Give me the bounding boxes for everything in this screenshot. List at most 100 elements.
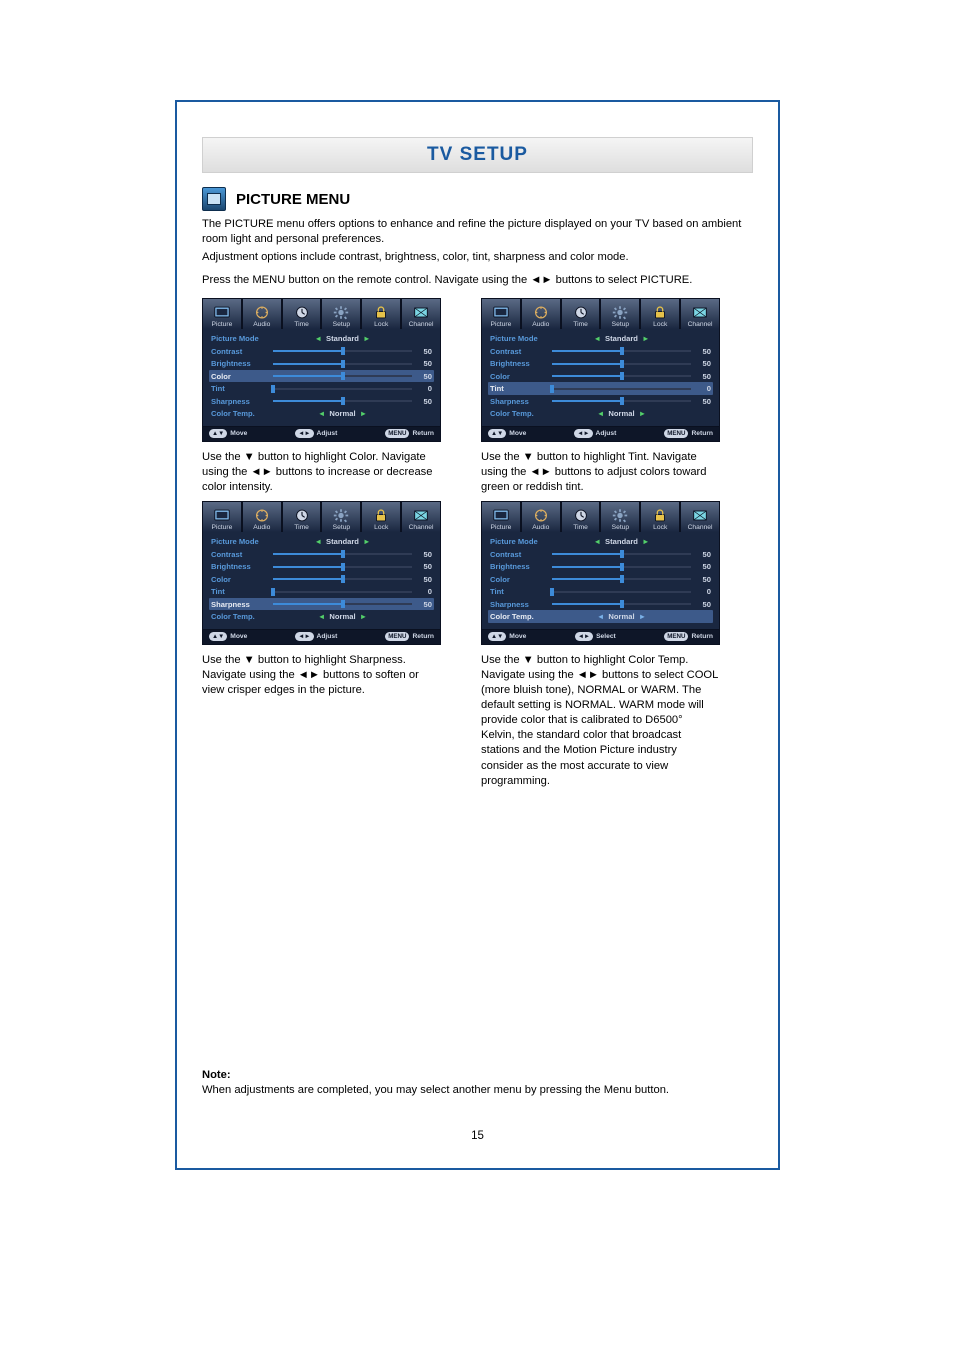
chevron-left-icon[interactable]: ◄ xyxy=(318,612,326,621)
osd-row-picture-mode[interactable]: Picture Mode◄Standard► xyxy=(488,332,713,345)
osd-row-color-temp-[interactable]: Color Temp.◄Normal► xyxy=(209,407,434,420)
osd-row-brightness[interactable]: Brightness50 xyxy=(488,560,713,573)
slider[interactable] xyxy=(552,360,691,368)
chevron-right-icon[interactable]: ► xyxy=(642,334,650,343)
osd-panel: PictureAudioTimeSetupLockChannel Picture … xyxy=(202,501,441,645)
osd-tab-channel[interactable]: Channel xyxy=(681,299,719,329)
picker[interactable]: ◄Standard► xyxy=(273,538,412,546)
osd-row-sharpness[interactable]: Sharpness50 xyxy=(209,598,434,611)
picker[interactable]: ◄Normal► xyxy=(552,410,691,418)
slider[interactable] xyxy=(552,397,691,405)
chevron-left-icon[interactable]: ◄ xyxy=(597,612,605,621)
osd-row-color-temp-[interactable]: Color Temp.◄Normal► xyxy=(209,610,434,623)
chevron-right-icon[interactable]: ► xyxy=(363,537,371,546)
slider[interactable] xyxy=(273,563,412,571)
chevron-right-icon[interactable]: ► xyxy=(639,612,647,621)
osd-row-contrast[interactable]: Contrast50 xyxy=(209,345,434,358)
osd-tab-time[interactable]: Time xyxy=(283,502,323,532)
osd-tab-lock[interactable]: Lock xyxy=(362,502,402,532)
chevron-right-icon[interactable]: ► xyxy=(639,409,647,418)
osd-row-label: Brightness xyxy=(490,359,552,368)
osd-tab-lock[interactable]: Lock xyxy=(362,299,402,329)
picker[interactable]: ◄Standard► xyxy=(552,335,691,343)
slider[interactable] xyxy=(273,360,412,368)
osd-row-tint[interactable]: Tint0 xyxy=(488,585,713,598)
osd-tab-time[interactable]: Time xyxy=(562,502,602,532)
slider[interactable] xyxy=(273,372,412,380)
osd-tab-picture[interactable]: Picture xyxy=(203,502,243,532)
osd-tab-channel[interactable]: Channel xyxy=(402,502,440,532)
picker[interactable]: ◄Normal► xyxy=(273,410,412,418)
osd-row-brightness[interactable]: Brightness50 xyxy=(488,357,713,370)
osd-row-color[interactable]: Color50 xyxy=(488,370,713,383)
slider[interactable] xyxy=(552,385,691,393)
osd-row-tint[interactable]: Tint0 xyxy=(488,382,713,395)
chevron-right-icon[interactable]: ► xyxy=(360,612,368,621)
picker[interactable]: ◄Standard► xyxy=(552,538,691,546)
chevron-right-icon[interactable]: ► xyxy=(642,537,650,546)
osd-row-brightness[interactable]: Brightness50 xyxy=(209,357,434,370)
osd-tab-time[interactable]: Time xyxy=(283,299,323,329)
osd-row-brightness[interactable]: Brightness50 xyxy=(209,560,434,573)
slider[interactable] xyxy=(552,588,691,596)
slider[interactable] xyxy=(273,575,412,583)
picker[interactable]: ◄Normal► xyxy=(552,613,691,621)
slider[interactable] xyxy=(273,588,412,596)
chevron-left-icon[interactable]: ◄ xyxy=(315,334,323,343)
osd-tab-picture[interactable]: Picture xyxy=(482,502,522,532)
chevron-left-icon[interactable]: ◄ xyxy=(315,537,323,546)
slider[interactable] xyxy=(552,372,691,380)
osd-row-contrast[interactable]: Contrast50 xyxy=(488,345,713,358)
osd-row-tint[interactable]: Tint0 xyxy=(209,585,434,598)
slider[interactable] xyxy=(273,600,412,608)
picker[interactable]: ◄Normal► xyxy=(273,613,412,621)
chevron-left-icon[interactable]: ◄ xyxy=(597,409,605,418)
picture-icon xyxy=(492,305,510,320)
osd-row-color[interactable]: Color50 xyxy=(488,573,713,586)
picker[interactable]: ◄Standard► xyxy=(273,335,412,343)
chevron-right-icon[interactable]: ► xyxy=(363,334,371,343)
osd-tab-audio[interactable]: Audio xyxy=(243,299,283,329)
osd-tab-time[interactable]: Time xyxy=(562,299,602,329)
osd-row-color-temp-[interactable]: Color Temp.◄Normal► xyxy=(488,610,713,623)
osd-tab-setup[interactable]: Setup xyxy=(322,502,362,532)
slider[interactable] xyxy=(552,600,691,608)
slider[interactable] xyxy=(273,397,412,405)
osd-tab-audio[interactable]: Audio xyxy=(243,502,283,532)
osd-row-sharpness[interactable]: Sharpness50 xyxy=(488,598,713,611)
osd-row-picture-mode[interactable]: Picture Mode◄Standard► xyxy=(488,535,713,548)
osd-row-label: Picture Mode xyxy=(211,537,273,546)
slider[interactable] xyxy=(552,550,691,558)
chevron-right-icon[interactable]: ► xyxy=(360,409,368,418)
osd-row-color[interactable]: Color50 xyxy=(209,573,434,586)
slider[interactable] xyxy=(552,575,691,583)
osd-tab-setup[interactable]: Setup xyxy=(601,502,641,532)
chevron-left-icon[interactable]: ◄ xyxy=(318,409,326,418)
osd-row-sharpness[interactable]: Sharpness50 xyxy=(209,395,434,408)
osd-row-picture-mode[interactable]: Picture Mode◄Standard► xyxy=(209,332,434,345)
chevron-left-icon[interactable]: ◄ xyxy=(594,537,602,546)
osd-tab-picture[interactable]: Picture xyxy=(203,299,243,329)
osd-row-picture-mode[interactable]: Picture Mode◄Standard► xyxy=(209,535,434,548)
osd-row-tint[interactable]: Tint0 xyxy=(209,382,434,395)
chevron-left-icon[interactable]: ◄ xyxy=(594,334,602,343)
osd-row-color[interactable]: Color50 xyxy=(209,370,434,383)
slider[interactable] xyxy=(273,385,412,393)
osd-tab-setup[interactable]: Setup xyxy=(601,299,641,329)
osd-tab-lock[interactable]: Lock xyxy=(641,299,681,329)
slider[interactable] xyxy=(552,563,691,571)
osd-tab-audio[interactable]: Audio xyxy=(522,299,562,329)
osd-row-contrast[interactable]: Contrast50 xyxy=(209,548,434,561)
slider[interactable] xyxy=(273,550,412,558)
osd-tab-picture[interactable]: Picture xyxy=(482,299,522,329)
osd-row-color-temp-[interactable]: Color Temp.◄Normal► xyxy=(488,407,713,420)
osd-row-sharpness[interactable]: Sharpness50 xyxy=(488,395,713,408)
osd-tab-lock[interactable]: Lock xyxy=(641,502,681,532)
slider[interactable] xyxy=(273,347,412,355)
osd-tab-channel[interactable]: Channel xyxy=(681,502,719,532)
slider[interactable] xyxy=(552,347,691,355)
osd-tab-audio[interactable]: Audio xyxy=(522,502,562,532)
osd-tab-setup[interactable]: Setup xyxy=(322,299,362,329)
osd-row-contrast[interactable]: Contrast50 xyxy=(488,548,713,561)
osd-tab-channel[interactable]: Channel xyxy=(402,299,440,329)
